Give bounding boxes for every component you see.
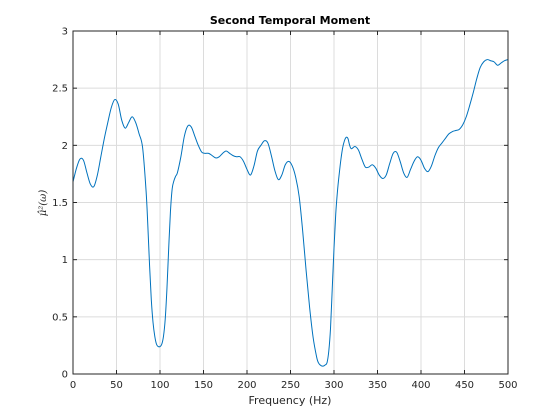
y-tick-label: 1 xyxy=(62,255,68,266)
y-axis-label: μ̂²(ω) xyxy=(38,190,49,217)
y-tick-label: 0 xyxy=(62,370,68,381)
x-tick-label: 50 xyxy=(110,380,123,391)
y-tick-label: 2.5 xyxy=(52,84,68,95)
x-tick-label: 0 xyxy=(70,380,76,391)
x-tick-label: 100 xyxy=(150,380,169,391)
y-tick-labels: 0 0.5 1 1.5 2 2.5 3 xyxy=(52,27,68,381)
series-line-0 xyxy=(72,59,509,367)
x-tick-label: 400 xyxy=(411,380,430,391)
plot-line-group xyxy=(72,59,509,367)
x-tick-label: 250 xyxy=(281,380,300,391)
y-tick-label: 1.5 xyxy=(52,198,68,209)
x-tick-label: 350 xyxy=(368,380,387,391)
y-tick-label: 3 xyxy=(62,27,68,38)
x-tick-label: 200 xyxy=(237,380,256,391)
y-tick-label: 2 xyxy=(62,141,68,152)
x-tick-label: 150 xyxy=(194,380,213,391)
ticks xyxy=(72,30,509,375)
chart-title: Second Temporal Moment xyxy=(210,14,370,27)
y-tick-label: 0.5 xyxy=(52,312,68,323)
x-tick-label: 300 xyxy=(324,380,343,391)
x-tick-label: 500 xyxy=(498,380,517,391)
x-tick-labels: 0 50 100 150 200 250 300 350 400 450 500 xyxy=(70,380,518,391)
x-tick-label: 450 xyxy=(455,380,474,391)
x-axis-label: Frequency (Hz) xyxy=(249,394,332,407)
